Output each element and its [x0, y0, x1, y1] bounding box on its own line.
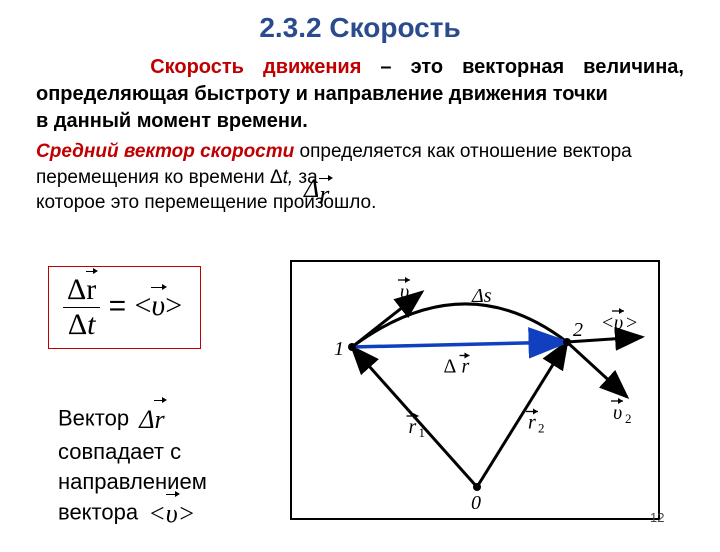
formula-equals: =	[109, 289, 135, 322]
page-number: 12	[650, 510, 664, 525]
lower-l1: Вектор	[58, 405, 135, 430]
svg-text:r: r	[528, 412, 536, 434]
p2-t: t,	[283, 167, 294, 188]
lower-l3a: вектора	[58, 500, 144, 525]
p1-dash: –	[361, 56, 410, 78]
svg-text:r: r	[409, 416, 417, 438]
velocity-diagram: 120ΔsΔrr1r2υ1υ2<υ>	[290, 260, 660, 520]
svg-text:<: <	[602, 312, 613, 334]
svg-text:r: r	[462, 356, 470, 378]
p2-lead: Средний вектор скорости	[36, 141, 294, 162]
lower-text: Вектор Δr совпадает с направлением векто…	[58, 402, 207, 532]
svg-text:Δ: Δ	[444, 356, 457, 378]
svg-text:Δs: Δs	[471, 285, 492, 307]
svg-text:2: 2	[625, 411, 632, 426]
svg-text:υ: υ	[613, 402, 622, 424]
svg-text:υ: υ	[614, 312, 623, 334]
svg-text:υ: υ	[400, 281, 409, 303]
lower-l2b: направлением	[58, 469, 207, 494]
svg-text:1: 1	[419, 425, 426, 440]
lower-l2a: совпадает с	[58, 439, 181, 464]
diagram-svg: 120ΔsΔrr1r2υ1υ2<υ>	[292, 262, 658, 518]
svg-text:1: 1	[334, 338, 344, 360]
formula-numerator: Δr	[63, 273, 100, 308]
formula-box: Δr Δt = <υ>	[48, 266, 201, 349]
svg-text:0: 0	[471, 492, 481, 514]
inline-delta-r: ΔΔrr	[300, 180, 335, 210]
lower-math2: <υ>	[144, 496, 199, 531]
p1-line3: в данный момент времени.	[36, 110, 308, 132]
paragraph-1: Скорость движения – это векторная величи…	[0, 54, 720, 135]
lower-math1: Δr	[135, 402, 168, 437]
formula-denominator: Δt	[63, 308, 100, 342]
svg-text:1: 1	[412, 290, 419, 305]
paragraph-2: Средний вектор скорости определяется как…	[0, 139, 720, 216]
svg-text:>: >	[626, 312, 637, 334]
p1-lead: Скорость движения	[150, 56, 361, 78]
formula-fraction: Δr Δt	[63, 273, 100, 342]
svg-text:2: 2	[538, 421, 545, 436]
formula-rhs: <υ>	[135, 289, 183, 322]
svg-text:2: 2	[573, 319, 583, 341]
section-title: 2.3.2 Скорость	[0, 12, 720, 44]
